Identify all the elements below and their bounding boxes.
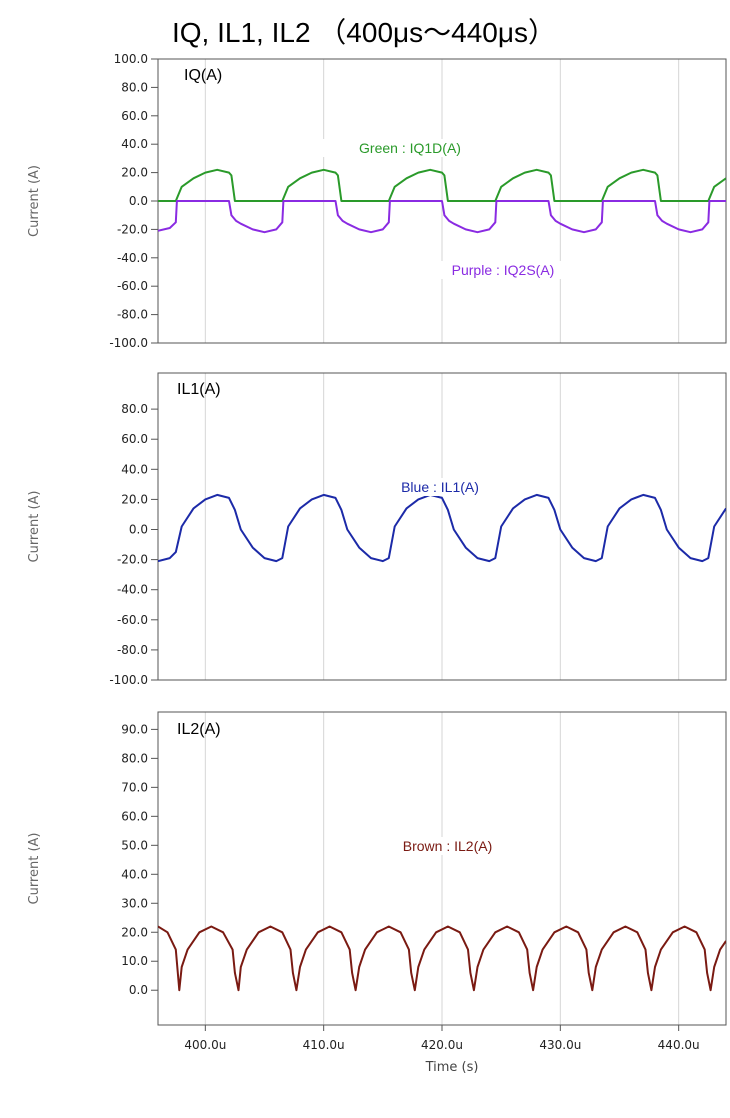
- y-tick-label: 90.0: [121, 722, 148, 736]
- x-tick-label: 420.0u: [421, 1038, 463, 1052]
- y-tick-label: -100.0: [109, 336, 148, 350]
- legend-backing: [360, 478, 520, 496]
- y-axis-label: Current (A): [27, 833, 42, 905]
- y-tick-label: 80.0: [121, 751, 148, 765]
- chart-panel-3: 90.0 80.0 70.0 60.0 50.0 40.0 30.0 20.0 10.0 0.0 C…: [27, 711, 727, 1075]
- y-tick-label: 70.0: [121, 780, 148, 794]
- y-axis-label: Current (A): [27, 491, 42, 563]
- y-tick-label: 30.0: [121, 896, 148, 910]
- y-tick-label: 80.0: [121, 402, 148, 416]
- series-line-il2a: [158, 925, 726, 992]
- y-tick-label: -80.0: [117, 308, 148, 322]
- x-tick-label: 400.0u: [184, 1038, 226, 1052]
- y-axis-label: Current (A): [27, 165, 42, 237]
- series-line-iq2sa: [158, 200, 726, 234]
- y-tick-label: 60.0: [121, 109, 148, 123]
- series-line-il1a: [158, 493, 726, 563]
- y-tick-label: -40.0: [117, 251, 148, 265]
- legend-label: Brown : IL2(A): [403, 838, 492, 854]
- y-tick-label: 40.0: [121, 137, 148, 151]
- y-tick-label: 10.0: [121, 954, 148, 968]
- y-tick-label: 60.0: [121, 432, 148, 446]
- plot-frame: [157, 372, 727, 681]
- y-tick-label: 0.0: [129, 983, 148, 997]
- chart-panel-2: 80.0 60.0 40.0 20.0 0.0 -20.0 -40.0 -60.0 -80.0 -…: [27, 372, 727, 687]
- y-tick-label: 80.0: [121, 80, 148, 94]
- y-tick-label: 50.0: [121, 838, 148, 852]
- y-tick-label: 40.0: [121, 867, 148, 881]
- legend-backing: [360, 837, 535, 855]
- legend-label: Green : IQ1D(A): [359, 140, 461, 156]
- y-tick-label: 0.0: [129, 194, 148, 208]
- legend-label: Purple : IQ2S(A): [452, 262, 555, 278]
- series-line-iq1da: [158, 168, 726, 202]
- y-tick-label: -60.0: [117, 279, 148, 293]
- y-tick-label: 20.0: [121, 925, 148, 939]
- legend-backing: [300, 139, 520, 157]
- y-tick-label: 20.0: [121, 492, 148, 506]
- x-tick-label: 440.0u: [658, 1038, 700, 1052]
- chart-panel-1: 100.0 80.0 60.0 40.0 20.0 0.0 -20.0 -40.0 -60.0 -…: [27, 52, 727, 350]
- y-tick-label: -100.0: [109, 673, 148, 687]
- panel-title: IL2(A): [177, 721, 221, 738]
- legend-label: Blue : IL1(A): [401, 479, 479, 495]
- y-tick-label: -40.0: [117, 583, 148, 597]
- figure-title: IQ, IL1, IL2 （400μs～440μs）: [172, 17, 556, 48]
- panel-title: IL1(A): [177, 381, 221, 398]
- y-tick-label: 40.0: [121, 462, 148, 476]
- y-tick-label: -20.0: [117, 553, 148, 567]
- legend-backing: [410, 261, 596, 279]
- y-tick-label: -20.0: [117, 222, 148, 236]
- panel-title: IQ(A): [184, 67, 222, 84]
- y-tick-label: 60.0: [121, 809, 148, 823]
- y-tick-label: 100.0: [114, 52, 148, 66]
- y-tick-label: -60.0: [117, 613, 148, 627]
- x-tick-label: 410.0u: [303, 1038, 345, 1052]
- y-tick-label: -80.0: [117, 643, 148, 657]
- y-tick-label: 20.0: [121, 166, 148, 180]
- x-axis-label: Time (s): [425, 1060, 479, 1075]
- y-tick-label: 0.0: [129, 523, 148, 537]
- x-tick-label: 430.0u: [539, 1038, 581, 1052]
